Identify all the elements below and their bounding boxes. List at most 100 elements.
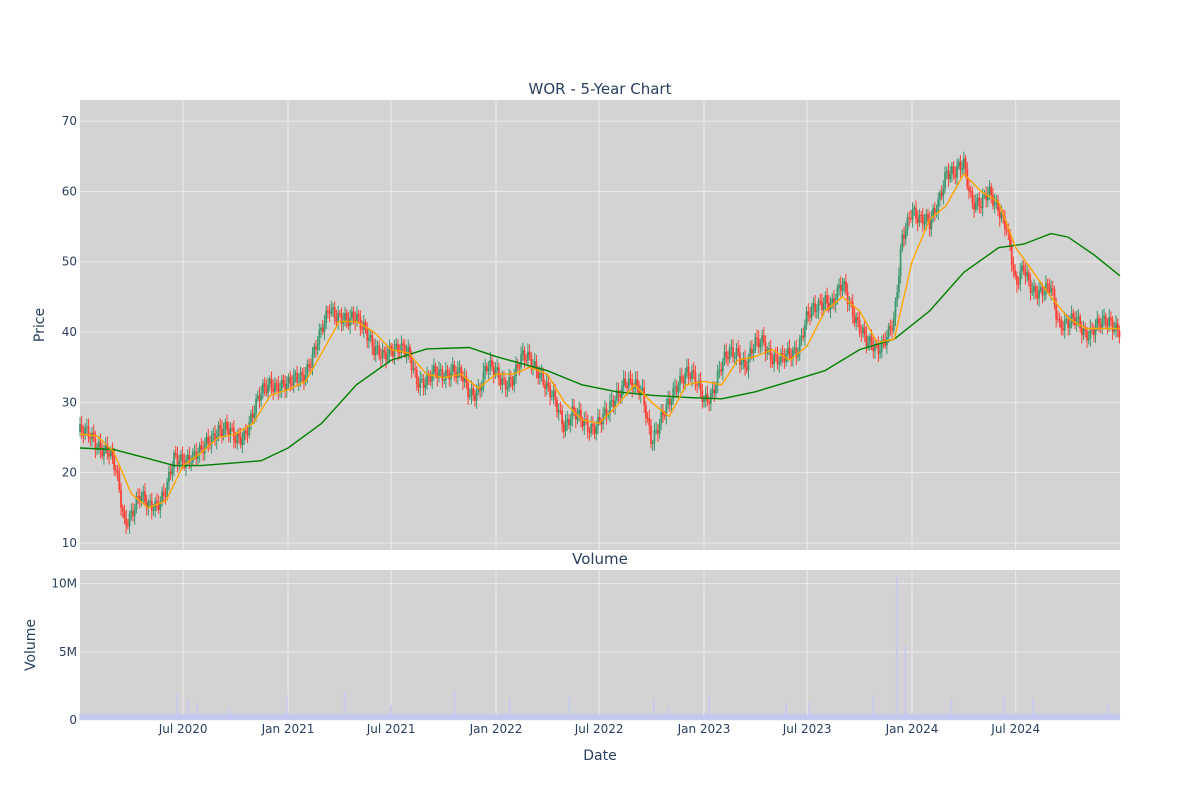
volume-bar xyxy=(868,713,870,720)
volume-bar xyxy=(331,713,333,720)
candlestick-body xyxy=(964,158,967,170)
volume-spike-bar xyxy=(1107,705,1109,720)
candlestick-body xyxy=(980,206,982,209)
volume-bar xyxy=(406,713,408,720)
volume-bar xyxy=(123,713,126,720)
candlestick-body xyxy=(1010,246,1013,265)
volume-bar xyxy=(462,713,464,720)
volume-bar xyxy=(539,715,542,720)
candlestick-body xyxy=(89,437,92,440)
volume-bar xyxy=(132,713,135,720)
candlestick-body xyxy=(725,351,728,358)
candlestick-body xyxy=(304,374,307,383)
candlestick-body xyxy=(369,335,372,339)
volume-bar xyxy=(307,713,309,720)
volume-bar xyxy=(431,714,433,720)
candlestick-body xyxy=(969,191,972,193)
volume-bar xyxy=(564,713,567,720)
volume-bar xyxy=(985,715,987,720)
volume-bar xyxy=(963,713,966,720)
volume-bar xyxy=(284,714,286,720)
candlestick-body xyxy=(897,275,900,293)
candlestick-body xyxy=(243,430,246,440)
volume-bar xyxy=(925,714,927,720)
volume-bar xyxy=(839,713,841,720)
volume-bar xyxy=(503,714,505,720)
volume-bar xyxy=(836,713,838,720)
candlestick-body xyxy=(561,410,564,425)
candlestick-body xyxy=(511,379,514,386)
volume-bar xyxy=(729,713,731,720)
candlestick-body xyxy=(263,383,266,388)
volume-bar xyxy=(164,713,167,720)
volume-bar xyxy=(109,713,111,720)
candlestick-body xyxy=(166,481,169,497)
candlestick-body xyxy=(802,335,805,338)
candlestick-body xyxy=(547,382,550,386)
volume-bar xyxy=(1090,713,1092,720)
volume-bar xyxy=(393,713,396,720)
volume-bar xyxy=(505,713,507,720)
volume-bar xyxy=(138,714,140,720)
x-tick-label: Jan 2022 xyxy=(469,722,523,736)
volume-bar xyxy=(251,713,253,720)
volume-bar xyxy=(766,715,768,720)
candlestick-body xyxy=(1005,229,1008,231)
volume-bar xyxy=(379,713,381,720)
candlestick-body xyxy=(915,207,917,219)
candlestick-body xyxy=(583,419,586,427)
candlestick-body xyxy=(434,365,437,374)
volume-bar xyxy=(605,713,608,720)
volume-bar xyxy=(471,714,473,720)
volume-bar xyxy=(1019,713,1021,720)
candlestick-body xyxy=(756,337,758,339)
candlestick-body xyxy=(126,525,129,527)
volume-bar xyxy=(148,713,151,720)
candlestick-body xyxy=(750,348,753,354)
volume-bar xyxy=(95,713,97,720)
volume-bar xyxy=(864,713,866,720)
candlestick-body xyxy=(711,389,714,393)
candlestick-body xyxy=(306,364,309,375)
candlestick-body xyxy=(844,281,847,292)
candlestick-body xyxy=(944,172,946,189)
volume-bar xyxy=(813,713,815,720)
volume-bar xyxy=(871,713,873,720)
candlestick-body xyxy=(273,383,276,392)
candlestick-body xyxy=(631,379,634,390)
candlestick-body xyxy=(684,372,687,384)
volume-bar xyxy=(180,713,183,720)
candlestick-body xyxy=(932,208,934,219)
volume-bar xyxy=(91,713,94,720)
volume-bar xyxy=(203,713,205,720)
volume-bar xyxy=(562,713,564,720)
candlestick-body xyxy=(378,345,381,357)
candlestick-body xyxy=(342,320,345,324)
volume-bar xyxy=(83,713,86,720)
candlestick-body xyxy=(121,507,124,512)
volume-bar xyxy=(424,714,426,720)
volume-bar xyxy=(879,713,881,720)
volume-bar xyxy=(643,714,645,720)
volume-bar xyxy=(596,713,599,720)
volume-bar xyxy=(812,713,814,720)
candlestick-body xyxy=(1000,213,1003,219)
candlestick-body xyxy=(872,345,875,352)
candlestick-body xyxy=(973,203,976,210)
volume-bar xyxy=(364,714,366,720)
volume-bar xyxy=(550,713,552,720)
volume-bar xyxy=(158,715,160,720)
candlestick-body xyxy=(1014,270,1017,276)
volume-bar xyxy=(933,714,935,720)
volume-bar xyxy=(468,715,470,720)
volume-bar xyxy=(822,714,824,720)
volume-bar xyxy=(1078,713,1081,720)
volume-bar xyxy=(967,713,969,720)
candlestick-body xyxy=(120,489,122,508)
volume-bar xyxy=(858,713,861,720)
candlestick-body xyxy=(600,421,603,425)
volume-bar xyxy=(996,714,999,720)
candlestick-body xyxy=(513,376,516,386)
volume-bar xyxy=(450,713,453,720)
volume-bar xyxy=(209,715,211,720)
